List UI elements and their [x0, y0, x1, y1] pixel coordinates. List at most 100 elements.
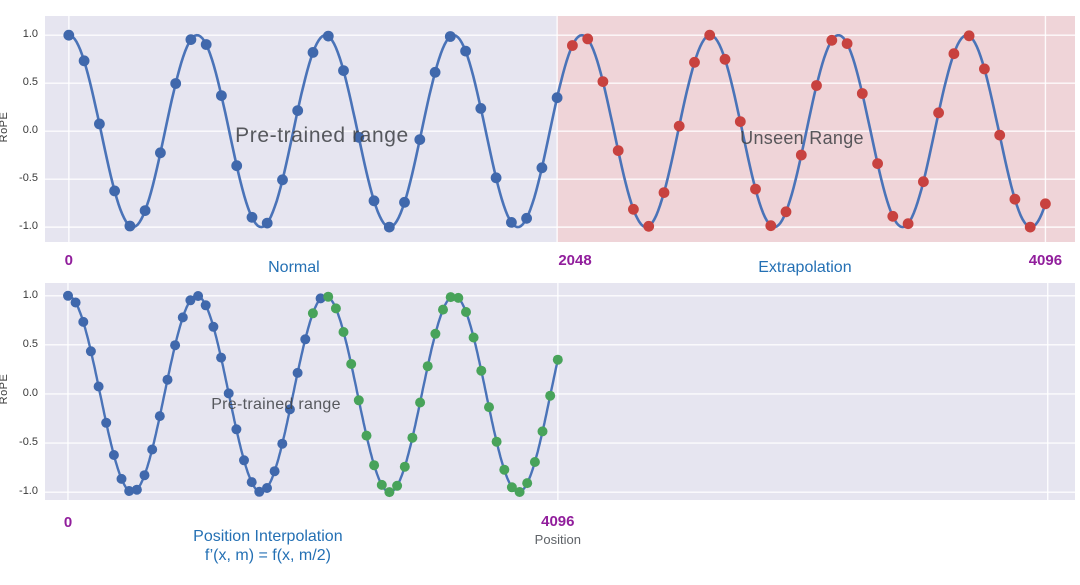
- data-point: [162, 374, 173, 385]
- data-point: [346, 359, 357, 369]
- x-axis-label: Extrapolation: [758, 259, 851, 276]
- data-point: [475, 103, 487, 114]
- x-axis-label: 2048: [558, 252, 591, 269]
- data-point: [292, 105, 304, 116]
- data-point: [1024, 221, 1036, 233]
- data-point: [338, 65, 349, 76]
- region-pre-trained-range: [45, 283, 1075, 500]
- data-point: [154, 411, 165, 422]
- data-point: [139, 470, 150, 481]
- data-point: [643, 220, 655, 232]
- data-point: [147, 444, 158, 455]
- data-point: [551, 92, 563, 104]
- data-point: [193, 291, 204, 301]
- data-point: [841, 38, 853, 49]
- data-point: [307, 47, 319, 58]
- data-point: [445, 292, 456, 303]
- annotation-pretrained-range-bottom: Pre-trained range: [211, 396, 341, 413]
- data-point: [300, 334, 311, 345]
- plot-position-interpolation: 0 Position Interpolation f’(x, m) = f(x, m…: [45, 283, 1075, 564]
- data-point: [963, 30, 975, 42]
- data-point: [108, 450, 119, 460]
- data-point: [216, 352, 227, 363]
- data-point: [918, 176, 929, 188]
- y-tick-label: -1.0: [19, 220, 38, 233]
- data-point: [597, 76, 609, 87]
- data-point: [658, 187, 670, 199]
- data-point: [369, 460, 380, 471]
- data-point: [422, 361, 433, 372]
- data-point: [444, 31, 456, 42]
- y-tick-label: 0.0: [22, 124, 38, 137]
- data-point: [453, 292, 464, 303]
- data-point: [261, 217, 273, 229]
- data-point: [628, 203, 639, 215]
- data-point: [529, 457, 540, 467]
- y-tick-label: 0.5: [22, 337, 38, 350]
- data-point: [101, 417, 112, 428]
- data-point: [407, 432, 418, 443]
- data-point: [750, 183, 761, 195]
- data-point: [704, 29, 716, 41]
- data-point: [689, 56, 700, 68]
- data-point: [323, 291, 334, 302]
- data-point: [1009, 193, 1021, 205]
- data-point: [94, 118, 105, 130]
- data-point: [361, 430, 372, 441]
- annotation-pretrained-range-top: Pre-trained range: [235, 124, 409, 147]
- data-point: [522, 478, 533, 489]
- data-point: [415, 397, 426, 408]
- data-point: [765, 220, 777, 232]
- data-point: [545, 390, 556, 401]
- y-tick-label: 0.0: [22, 386, 38, 399]
- y-tick-label: -0.5: [19, 436, 38, 449]
- data-point: [979, 63, 990, 75]
- data-point: [490, 172, 502, 184]
- data-point: [170, 340, 181, 351]
- data-point: [536, 162, 548, 174]
- data-point: [872, 158, 883, 170]
- y-tick-label: 0.5: [22, 76, 38, 89]
- data-point: [185, 295, 196, 306]
- data-point: [246, 477, 257, 488]
- data-point: [239, 455, 249, 466]
- data-point: [277, 438, 288, 449]
- data-point: [376, 479, 387, 490]
- data-point: [582, 33, 594, 45]
- data-point: [85, 346, 96, 357]
- data-point: [124, 486, 135, 496]
- data-point: [902, 218, 914, 230]
- data-point: [223, 388, 234, 399]
- data-point: [383, 221, 395, 233]
- data-point: [552, 354, 563, 365]
- data-point: [887, 210, 899, 222]
- data-point: [63, 290, 73, 301]
- region-unseen-range: [557, 16, 1075, 242]
- data-point: [795, 149, 807, 161]
- data-point: [216, 90, 227, 101]
- data-point: [856, 88, 868, 99]
- data-point: [307, 308, 318, 319]
- data-point: [131, 484, 142, 495]
- data-point: [330, 303, 341, 314]
- data-point: [811, 80, 822, 91]
- data-point: [948, 48, 960, 60]
- data-point: [78, 316, 89, 327]
- data-point: [612, 145, 624, 157]
- data-point: [719, 53, 731, 65]
- data-point: [292, 367, 303, 378]
- data-point: [514, 487, 525, 497]
- data-point: [262, 483, 272, 493]
- data-point: [338, 327, 349, 337]
- data-point: [231, 424, 242, 435]
- data-point: [322, 30, 334, 42]
- data-point: [200, 39, 212, 50]
- data-point: [78, 55, 90, 67]
- data-point: [460, 45, 471, 57]
- data-point: [384, 487, 395, 498]
- data-point: [399, 461, 410, 472]
- data-point: [109, 185, 120, 197]
- data-point: [315, 293, 326, 304]
- data-point: [139, 205, 151, 217]
